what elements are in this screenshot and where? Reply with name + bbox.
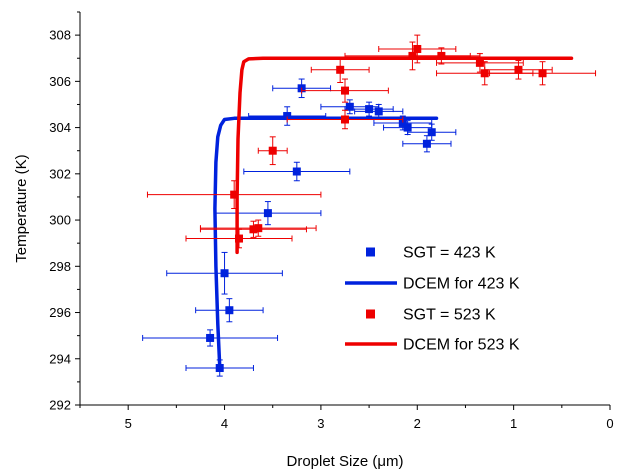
data-point xyxy=(413,44,422,53)
x-tick-label: 3 xyxy=(317,416,324,431)
x-tick-label: 1 xyxy=(510,416,517,431)
data-point xyxy=(341,115,349,124)
x-axis: 5 4 3 2 1 0 xyxy=(79,405,614,431)
data-point xyxy=(480,69,489,78)
series-layer xyxy=(142,34,597,377)
y-axis: 292 294 296 298 300 302 304 306 308 xyxy=(49,11,80,413)
y-tick-label: 302 xyxy=(49,166,71,181)
series-line xyxy=(213,116,439,368)
y-tick-label: 306 xyxy=(49,74,71,89)
legend-label: SGT = 523 K xyxy=(403,307,496,324)
series-line xyxy=(213,116,439,368)
data-point xyxy=(235,234,243,243)
data-point xyxy=(230,190,239,199)
y-tick-label: 304 xyxy=(49,120,71,135)
data-point xyxy=(398,118,407,127)
data-point xyxy=(345,102,354,111)
legend-label: SGT = 423 K xyxy=(403,245,496,262)
y-tick-label: 296 xyxy=(49,305,71,320)
legend-marker-swatch xyxy=(366,247,375,257)
data-point xyxy=(538,69,547,78)
data-point xyxy=(268,146,277,155)
y-tick-label: 300 xyxy=(49,213,71,228)
legend-label: DCEM for 523 K xyxy=(403,337,520,354)
data-point xyxy=(403,123,412,132)
x-tick-label: 4 xyxy=(221,416,228,431)
data-point xyxy=(336,65,345,74)
legend-label: DCEM for 423 K xyxy=(403,276,520,293)
x-tick-label: 0 xyxy=(606,416,613,431)
plot-area xyxy=(79,12,610,406)
y-tick-label: 308 xyxy=(49,28,71,43)
legend-marker-swatch xyxy=(366,309,375,319)
data-point xyxy=(292,167,301,176)
y-tick-label: 292 xyxy=(49,398,71,413)
y-tick-label: 294 xyxy=(49,351,71,366)
data-point xyxy=(437,51,446,60)
data-point xyxy=(341,86,349,95)
y-tick-label: 298 xyxy=(49,259,71,274)
data-point xyxy=(283,112,292,121)
data-point xyxy=(215,364,224,373)
data-point xyxy=(475,58,484,67)
y-axis-title: Temperature (K) xyxy=(13,154,30,262)
series-line xyxy=(235,56,574,255)
data-point xyxy=(220,269,229,278)
x-tick-label: 5 xyxy=(125,416,132,431)
legend: SGT = 423 K DCEM for 423 K SGT = 523 K DCEM… xyxy=(345,245,520,354)
data-point xyxy=(422,139,431,148)
data-point xyxy=(263,209,272,218)
data-point xyxy=(249,225,258,234)
x-tick-label: 2 xyxy=(414,416,421,431)
data-point xyxy=(374,107,383,116)
series-line xyxy=(235,56,574,255)
x-axis-title: Droplet Size (μm) xyxy=(287,453,404,470)
data-point xyxy=(206,333,215,342)
data-point xyxy=(427,128,436,137)
data-point xyxy=(254,224,263,233)
series-scatter xyxy=(142,78,457,377)
data-point xyxy=(514,65,523,74)
data-point xyxy=(225,306,234,315)
data-point xyxy=(365,105,374,114)
